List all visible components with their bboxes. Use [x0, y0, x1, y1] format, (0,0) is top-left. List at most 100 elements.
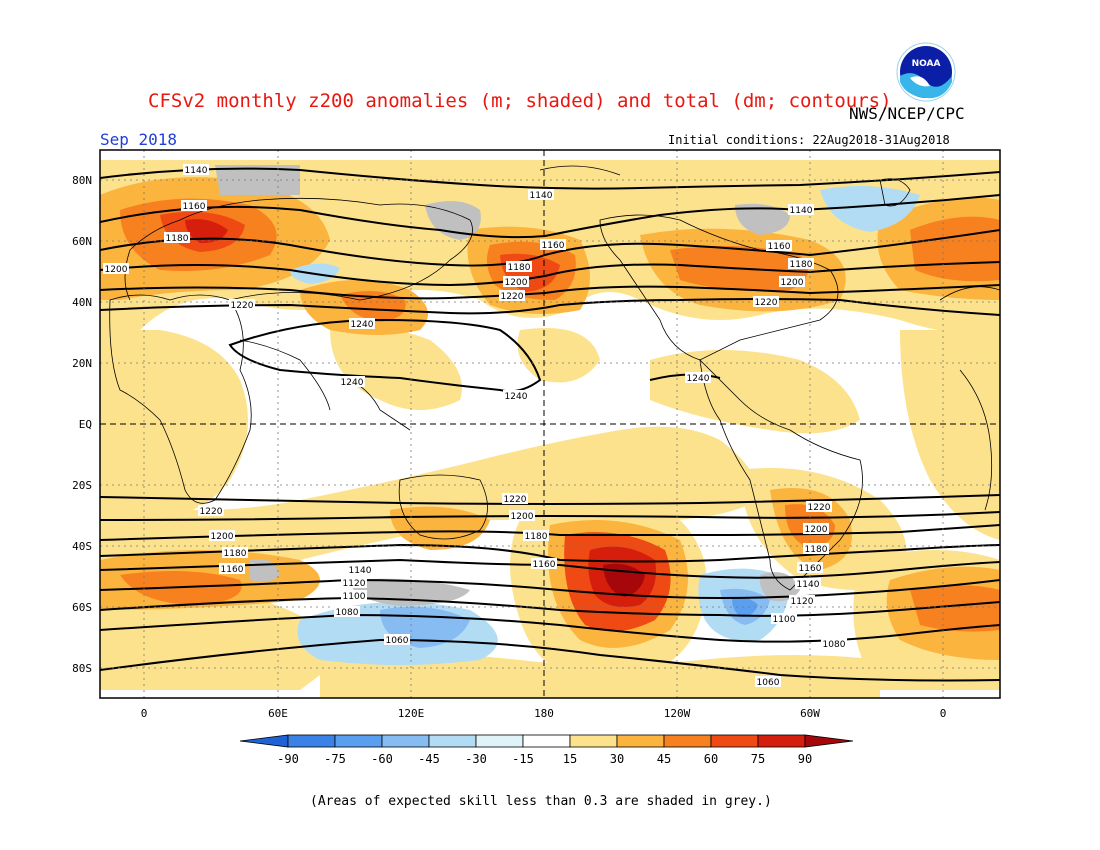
lat-label: 20S: [72, 479, 92, 492]
contour-label: 1180: [506, 261, 532, 273]
contour-label: 1100: [771, 613, 797, 625]
colorbar-segment: [428, 734, 477, 748]
contours-south: [100, 494, 1000, 682]
colorbar-tick-label: -30: [465, 752, 487, 766]
svg-text:1140: 1140: [185, 166, 208, 176]
lon-label: 60W: [800, 707, 820, 720]
svg-text:1220: 1220: [231, 301, 254, 311]
svg-text:1180: 1180: [166, 234, 189, 244]
agency-label: NWS/NCEP/CPC: [849, 104, 965, 123]
colorbar-segment: [710, 734, 759, 748]
svg-text:1080: 1080: [823, 640, 846, 650]
contour-label: 1220: [753, 296, 779, 308]
contour-label: 1240: [503, 390, 529, 402]
svg-text:1120: 1120: [343, 579, 366, 589]
lon-label: 120E: [397, 707, 425, 720]
svg-text:1140: 1140: [797, 580, 820, 590]
contour-label: 1220: [806, 501, 832, 513]
lat-label: 40S: [72, 540, 92, 553]
svg-text:1120: 1120: [791, 597, 814, 607]
lon-label: 60E: [268, 707, 288, 720]
contour-label: 1200: [803, 523, 829, 535]
lon-label: 0: [140, 707, 148, 720]
lat-label: 80N: [72, 174, 92, 187]
colorbar-tick-label: -15: [512, 752, 534, 766]
contours-north: [100, 167, 1000, 393]
colorbar-arrow-left: [239, 734, 289, 748]
contour-label: 1160: [531, 558, 557, 570]
contour-label: 1140: [795, 578, 821, 590]
svg-text:1160: 1160: [183, 202, 206, 212]
svg-text:1240: 1240: [351, 320, 374, 330]
svg-text:1180: 1180: [790, 260, 813, 270]
colorbar-tick-label: 75: [750, 752, 766, 766]
contour-label: 1200: [509, 510, 535, 522]
lat-label: 80S: [72, 662, 92, 675]
svg-text:1160: 1160: [221, 565, 244, 575]
contour-label: 1140: [788, 204, 814, 216]
contour-label: 1180: [788, 258, 814, 270]
svg-text:1200: 1200: [211, 532, 234, 542]
lon-label: 0: [939, 707, 947, 720]
svg-text:1220: 1220: [755, 298, 778, 308]
lat-label: EQ: [78, 418, 92, 431]
colorbar-tick-label: 15: [562, 752, 578, 766]
contour-label: 1140: [183, 164, 209, 176]
svg-text:1240: 1240: [505, 392, 528, 402]
contour-label: 1160: [181, 200, 207, 212]
footnote: (Areas of expected skill less than 0.3 a…: [310, 794, 772, 809]
contour-label: 1060: [755, 676, 781, 688]
svg-text:1240: 1240: [687, 374, 710, 384]
svg-text:1060: 1060: [386, 636, 409, 646]
contour-label: 1240: [685, 372, 711, 384]
contour-label: 1200: [779, 276, 805, 288]
contour-label: 1160: [766, 240, 792, 252]
colorbar-segment: [522, 734, 571, 748]
contour-label: 1220: [499, 290, 525, 302]
svg-text:1160: 1160: [799, 564, 822, 574]
noaa-logo-icon: NOAA: [896, 42, 956, 102]
contour-label: 1160: [797, 562, 823, 574]
lon-label: 120W: [663, 707, 691, 720]
colorbar-tick-label: 45: [656, 752, 672, 766]
svg-text:1180: 1180: [805, 545, 828, 555]
svg-text:1160: 1160: [768, 242, 791, 252]
svg-text:1200: 1200: [805, 525, 828, 535]
colorbar-tick-label: -75: [324, 752, 346, 766]
contour-label: 1080: [334, 606, 360, 618]
contour-label: 1120: [341, 577, 367, 589]
colorbar-tick-label: 30: [609, 752, 625, 766]
lat-label: 20N: [72, 357, 92, 370]
colorbar-tick-label: 90: [797, 752, 813, 766]
colorbar-segment: [334, 734, 383, 748]
svg-text:1160: 1160: [542, 241, 565, 251]
colorbar-tick-label: -90: [277, 752, 299, 766]
lat-label: 60S: [72, 601, 92, 614]
svg-text:1220: 1220: [808, 503, 831, 513]
forecast-period: Sep 2018: [100, 130, 178, 149]
svg-text:1140: 1140: [349, 566, 372, 576]
contour-label: 1180: [222, 547, 248, 559]
colorbar-segment: [569, 734, 618, 748]
svg-text:1080: 1080: [336, 608, 359, 618]
logo-text: NOAA: [912, 59, 941, 69]
svg-text:1140: 1140: [790, 206, 813, 216]
contour-label: 1180: [164, 232, 190, 244]
contour-label: 1220: [198, 505, 224, 517]
svg-text:1200: 1200: [781, 278, 804, 288]
svg-text:1240: 1240: [341, 378, 364, 388]
svg-text:1220: 1220: [504, 495, 527, 505]
chart-title: CFSv2 monthly z200 anomalies (m; shaded)…: [148, 90, 892, 112]
contour-label: 1200: [503, 276, 529, 288]
colorbar-tick-label: -45: [418, 752, 440, 766]
colorbar-segment: [663, 734, 712, 748]
contour-label: 1160: [540, 239, 566, 251]
contour-label: 1200: [103, 263, 129, 275]
contour-label: 1180: [523, 530, 549, 542]
colorbar-tick-label: -60: [371, 752, 393, 766]
contour-label: 1220: [229, 299, 255, 311]
contour-label: 1180: [803, 543, 829, 555]
lat-label: 60N: [72, 235, 92, 248]
svg-text:1200: 1200: [511, 512, 534, 522]
